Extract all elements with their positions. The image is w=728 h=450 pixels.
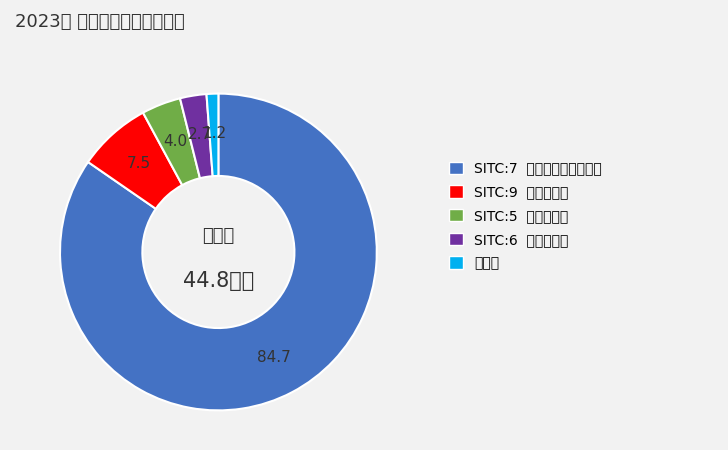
Wedge shape [143, 98, 200, 185]
Text: 84.7: 84.7 [257, 350, 290, 365]
Text: 2023年 輸出の品目構成（％）: 2023年 輸出の品目構成（％） [15, 14, 184, 32]
Wedge shape [88, 112, 182, 209]
Wedge shape [207, 94, 218, 176]
Wedge shape [60, 94, 377, 410]
Text: 1.2: 1.2 [202, 126, 226, 141]
Text: 7.5: 7.5 [127, 156, 151, 171]
Text: 44.8億円: 44.8億円 [183, 270, 254, 291]
Text: 総　額: 総 額 [202, 227, 234, 245]
Text: 2.7: 2.7 [187, 127, 212, 142]
Text: 4.0: 4.0 [163, 134, 188, 149]
Legend: SITC:7  機械及び輸送用機器, SITC:9  特殊取扱品, SITC:5  化学工業品, SITC:6  原料別製品, その他: SITC:7 機械及び輸送用機器, SITC:9 特殊取扱品, SITC:5 化… [444, 156, 608, 276]
Wedge shape [180, 94, 213, 178]
